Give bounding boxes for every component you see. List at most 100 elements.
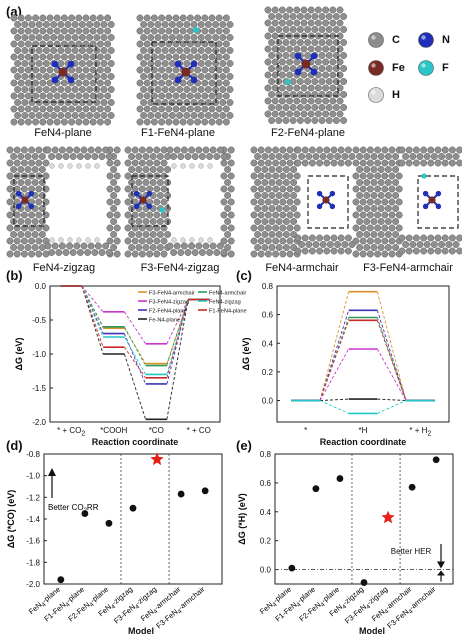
carbon-atom [6,172,14,180]
carbon-atom [46,105,54,113]
carbon-atom [286,71,294,79]
carbon-atom [35,47,43,54]
y-axis-label: ΔG (eV) [14,338,24,371]
carbon-lattice [398,146,462,167]
carbon-atom [325,26,333,33]
panel-label-d: (d) [6,438,23,453]
carbon-atom [279,198,287,206]
series-F3-FeN4-zigzag [291,348,435,402]
carbon-atom [86,86,94,93]
carbon-atom [215,92,223,100]
carbon-atom [204,99,212,106]
carbon-atom [179,14,187,22]
carbon-atom [17,105,25,113]
panel-label-e: (e) [236,438,252,453]
carbon-atom [107,34,115,41]
carbon-atom [110,218,118,225]
carbon-atom [264,250,272,258]
carbon-atom [374,224,382,232]
x-axis-label: Reaction coordinate [320,437,407,447]
carbon-atom [110,231,118,238]
carbon-atom [332,13,340,20]
carbon-atom [158,92,166,100]
carbon-atom [227,159,235,167]
nitrogen-atom [329,190,336,197]
carbon-atom [100,47,108,54]
carbon-atom [219,34,227,41]
carbon-atom [402,241,410,248]
carbon-atom [164,166,172,173]
carbon-atom [222,118,230,126]
carbon-atom [104,27,112,35]
data-point [288,564,296,572]
carbon-atom [257,159,265,167]
carbon-atom [216,242,224,250]
carbon-atom [160,250,168,258]
nitrogen-atom [294,68,302,76]
carbon-atom [275,52,283,59]
carbon-atom [142,166,150,173]
carbon-atom [10,153,18,160]
carbon-atom [96,79,104,87]
carbon-atom [75,92,83,100]
carbon-atom [296,78,304,85]
carbon-atom [57,47,65,54]
carbon-atom [165,14,173,22]
structure-label-6: FeN4-armchair [265,262,339,274]
carbon-atom [370,218,378,225]
carbon-atom [197,99,205,106]
carbon-lattice [398,234,462,255]
carbon-atom [448,159,456,167]
carbon-atom [220,159,228,167]
carbon-atom [282,179,290,186]
carbon-atom [96,66,104,74]
carbon-atom [268,218,276,225]
dashed-box [307,175,349,229]
carbon-atom [165,66,173,74]
carbon-atom [279,159,287,167]
carbon-atom [322,58,330,66]
series-FeN4-armchair [291,316,435,402]
carbon-atom [201,14,209,22]
hydrogen-atom [189,237,195,243]
y-tick-label: -2.0 [26,580,40,589]
y-tick-label: 0.8 [262,282,274,291]
carbon-atom [188,146,196,154]
carbon-atom [17,218,25,225]
connector [166,299,189,344]
carbon-atom [17,244,25,251]
carbon-atom [93,47,101,54]
carbon-atom [176,86,184,93]
carbon-atom [82,118,90,126]
carbon-atom [100,73,108,80]
carbon-atom [93,21,101,28]
carbon-atom [24,14,32,22]
carbon-atom [104,92,112,100]
carbon-atom [356,166,364,173]
carbon-atom [107,73,115,80]
carbon-atom [21,47,29,54]
carbon-atom [31,231,39,238]
fluorine-atom [159,207,165,213]
carbon-atom [384,153,392,160]
x-tick-label: * + CO2 [57,426,85,438]
carbon-atom [60,105,68,113]
carbon-atom [219,73,227,80]
carbon-atom [42,60,50,67]
carbon-atom [377,218,385,225]
connector [319,400,349,414]
carbon-atom [20,237,28,245]
carbon-atom [293,19,301,27]
connector [377,398,407,401]
carbon-atom [143,14,151,22]
carbon-atom [136,53,144,61]
carbon-atom [176,112,184,119]
carbon-atom [329,71,337,79]
carbon-atom [264,211,272,219]
carbon-atom [158,105,166,113]
carbon-atom [322,19,330,27]
connector [81,285,104,348]
carbon-atom [50,47,58,54]
carbon-atom [14,99,22,106]
carbon-atom [336,6,344,14]
